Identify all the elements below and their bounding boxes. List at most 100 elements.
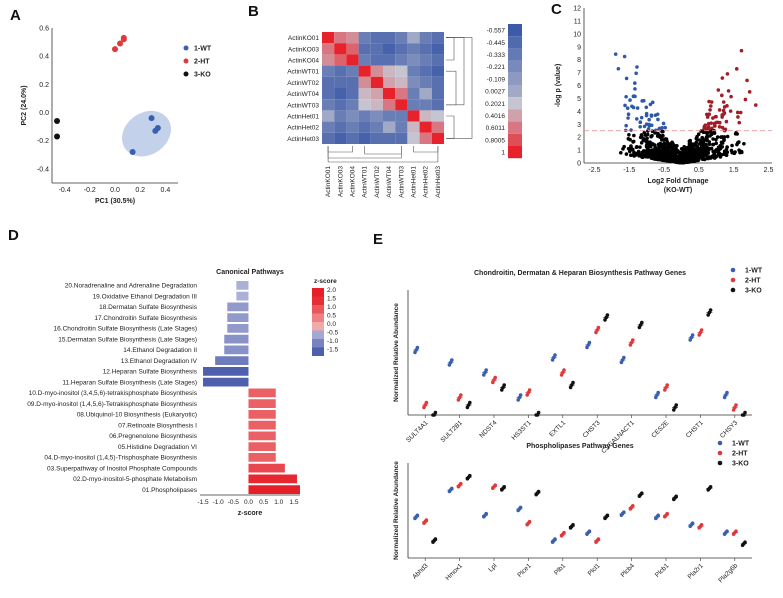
volcano-point — [638, 120, 643, 125]
chondroitin-y-axis-label: Normalized Relative Abundance — [393, 303, 400, 402]
heatmap-cell — [346, 132, 359, 144]
heatmap-cell — [431, 99, 444, 111]
phospholipases-dot — [665, 511, 669, 516]
volcano-point — [650, 142, 654, 147]
pca-point — [54, 133, 61, 140]
phospholipases-dot — [527, 519, 532, 524]
heatmap-legend-swatch — [508, 133, 522, 146]
pca-y-axis-label: PC2 (24.0%) — [21, 85, 28, 125]
volcano-y-tick-label: 3 — [577, 122, 581, 129]
heatmap-cell — [322, 88, 335, 100]
chondroitin-category-label: CES2E — [650, 419, 670, 439]
canonical-category-label: 10.D-myo-inositol (3,4,5,6)-tetrakisphos… — [29, 390, 198, 397]
heatmap-cell — [334, 43, 347, 55]
chondroitin-dot — [656, 390, 660, 395]
chondroitin-title: Chondroitin, Dermatan & Heparan Biosynth… — [474, 270, 686, 277]
canonical-bar — [248, 399, 276, 408]
volcano-point — [728, 109, 733, 113]
heatmap-cell — [431, 43, 444, 55]
chondroitin-legend-marker — [730, 267, 736, 273]
volcano-point — [666, 145, 671, 149]
pca-x-tick-label: 0.0 — [110, 187, 120, 194]
chondroitin-dot — [699, 328, 704, 332]
volcano-point — [753, 103, 758, 107]
volcano-point — [704, 112, 709, 117]
heatmap-row-label: ActinHet03 — [287, 136, 319, 143]
heatmap-cell — [419, 65, 432, 77]
volcano-point — [626, 112, 631, 117]
heatmap-col-label: ActinKO01 — [325, 166, 332, 197]
volcano-point — [634, 71, 638, 76]
heatmap-cell — [383, 88, 396, 100]
heatmap-cell — [370, 121, 383, 133]
heatmap-cell — [334, 99, 347, 111]
phospholipases-dot — [622, 510, 626, 514]
chondroitin-dot — [640, 320, 644, 325]
volcano-point — [720, 125, 725, 130]
heatmap-col-label: ActinHet02 — [423, 166, 430, 198]
volcano-point — [699, 142, 704, 147]
heatmap-cell — [407, 121, 420, 133]
canonical-x-axis-label: z-score — [238, 510, 263, 517]
volcano-point — [704, 152, 709, 156]
heatmap-cell — [395, 65, 408, 77]
heatmap-col-label: ActinHet03 — [435, 166, 442, 198]
chondroitin-dot — [527, 388, 532, 392]
volcano-point — [725, 72, 730, 76]
heatmap-cell — [407, 132, 420, 144]
heatmap-col-dendrogram — [327, 146, 353, 153]
volcano-y-axis-label: -log p (value) — [555, 64, 562, 108]
phospholipases-legend-marker — [717, 450, 723, 456]
heatmap-legend-swatch — [508, 97, 522, 110]
heatmap-cell — [322, 76, 335, 88]
canonical-category-label: 03.Superpathway of Inositol Phosphate Co… — [47, 465, 198, 472]
phospholipases-dot — [493, 483, 498, 488]
canonical-bar — [227, 324, 249, 333]
canonical-bar — [248, 474, 297, 484]
phospholipases-dot — [433, 537, 438, 541]
volcano-point — [730, 143, 734, 148]
volcano-point — [742, 141, 746, 146]
volcano-point — [735, 142, 739, 147]
volcano-point — [729, 94, 733, 99]
volcano-x-tick-label: 1.5 — [729, 167, 739, 174]
canonical-legend-label: 1.0 — [327, 304, 336, 311]
heatmap-legend-label: -0.445 — [487, 40, 506, 47]
pca-point — [120, 34, 127, 41]
heatmap-cell — [419, 76, 432, 88]
heatmap-cell — [346, 121, 359, 133]
heatmap-col-label: ActinHet01 — [411, 166, 418, 198]
volcano-point — [640, 134, 644, 139]
volcano-point — [638, 145, 642, 149]
volcano-point — [718, 144, 722, 149]
volcano-point — [668, 157, 673, 162]
canonical-bar — [248, 420, 276, 430]
heatmap-cell — [383, 121, 396, 133]
volcano-x-axis-label: Log2 Fold Chnage — [647, 178, 708, 185]
heatmap-legend-swatch — [508, 24, 522, 37]
heatmap-cell — [407, 76, 420, 88]
heatmap-cell — [407, 54, 420, 66]
canonical-legend-label: -0.5 — [327, 330, 339, 337]
chondroitin-category-label: SULT4A1 — [405, 419, 430, 444]
heatmap-cell — [346, 88, 359, 100]
phospholipases-dot — [553, 537, 557, 541]
canonical-pathways-chart: Canonical Pathways 20.Noradrenaline and A… — [27, 269, 338, 517]
volcano-point — [715, 135, 720, 139]
canonical-legend-swatch — [312, 322, 324, 331]
heatmap-cell — [370, 88, 383, 100]
volcano-point — [664, 156, 668, 160]
canonical-bar — [236, 291, 249, 301]
canonical-legend-swatch — [312, 305, 324, 314]
volcano-point — [644, 139, 649, 144]
heatmap-cell — [322, 65, 335, 77]
volcano-point — [624, 152, 629, 156]
canonical-category-label: 16.Chondroitin Sulfate Biosynthesis (Lat… — [54, 326, 197, 333]
volcano-point — [623, 103, 627, 108]
volcano-point — [645, 136, 649, 141]
phospholipases-dot — [424, 518, 429, 522]
heatmap-cell — [370, 99, 383, 111]
volcano-point — [747, 90, 752, 94]
heatmap-cell — [370, 76, 383, 88]
canonical-category-label: 09.D-myo-inositol (1,4,5,6)-Tetrakisphos… — [27, 401, 198, 408]
